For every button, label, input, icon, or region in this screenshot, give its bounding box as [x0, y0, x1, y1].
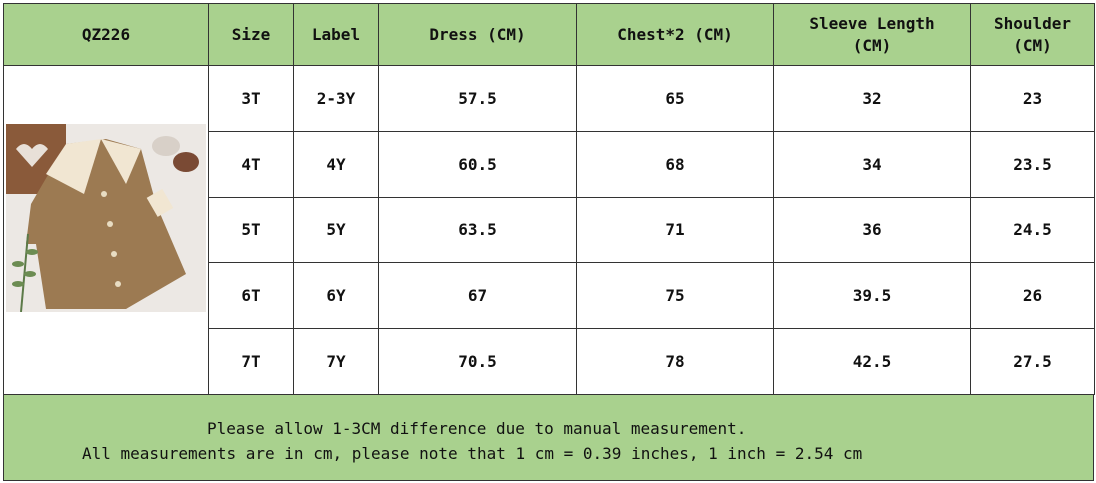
cell-text: 2-3Y	[316, 88, 356, 108]
cell-text: 5Y	[326, 220, 346, 239]
cell-text: 27.5	[1013, 351, 1052, 371]
cell-text: 7T	[241, 351, 261, 371]
cell-text: 4T	[241, 154, 261, 174]
table-cell: 32	[773, 65, 971, 132]
cell-text: Label	[311, 24, 361, 44]
cell-text: Dress (CM)	[429, 24, 526, 44]
cell-text: (CM)	[1013, 35, 1052, 55]
header-cell: Size	[208, 3, 294, 66]
table-cell: 23	[970, 65, 1095, 132]
cell-text: 6T	[241, 285, 261, 305]
cell-text: 60.5	[458, 154, 497, 174]
cell-text: 75	[665, 285, 685, 305]
cell-text: 71	[665, 220, 685, 239]
cell-text: 57.5	[458, 88, 497, 108]
cell-text: 67	[467, 285, 488, 305]
table-cell: 2-3Y	[293, 65, 379, 132]
table-cell: 34	[773, 131, 971, 198]
table-cell: 60.5	[378, 131, 577, 198]
table-cell: 68	[576, 131, 774, 198]
header-cell: Chest*2 (CM)	[576, 3, 774, 66]
table-cell: 4Y	[293, 131, 379, 198]
cell-text: 65	[665, 88, 685, 108]
table-cell: 24.5	[970, 197, 1095, 263]
header-cell: QZ226	[3, 3, 209, 66]
cell-text: 63.5	[458, 220, 497, 239]
table-cell: 5Y	[293, 197, 379, 263]
cell-text: Chest*2 (CM)	[617, 24, 733, 44]
cell-text: QZ226	[81, 24, 131, 44]
cell-text: 32	[862, 88, 882, 108]
header-cell: Dress (CM)	[378, 3, 577, 66]
cell-text: 23.5	[1013, 154, 1052, 174]
header-cell: Shoulder (CM)	[970, 3, 1095, 66]
cell-text: Shoulder	[993, 13, 1072, 33]
cell-text: 5T	[241, 220, 261, 239]
table-cell: 67	[378, 262, 577, 329]
header-cell: Label	[293, 3, 379, 66]
table-cell: 23.5	[970, 131, 1095, 198]
table-cell: 65	[576, 65, 774, 132]
table-cell: 5T	[208, 197, 294, 263]
cell-text: 70.5	[458, 351, 497, 371]
cell-text: 7Y	[326, 351, 346, 371]
cell-text: 78	[665, 351, 685, 371]
cell-text: 24.5	[1013, 220, 1052, 239]
table-cell: 63.5	[378, 197, 577, 263]
cell-text: 4Y	[326, 154, 346, 174]
cell-text: Sleeve Length	[809, 13, 935, 33]
cell-text: 36	[862, 220, 882, 239]
table-cell: 6Y	[293, 262, 379, 329]
table-cell: 4T	[208, 131, 294, 198]
cell-text: Size	[231, 24, 271, 44]
table-cell: 75	[576, 262, 774, 329]
table-cell: 78	[576, 328, 774, 395]
cell-text: (CM)	[852, 35, 892, 55]
table-cell: 36	[773, 197, 971, 263]
table-cell: 39.5	[773, 262, 971, 329]
cell-text: 68	[665, 154, 685, 174]
note-line: All measurements are in cm, please note …	[82, 444, 863, 463]
table-cell: 70.5	[378, 328, 577, 395]
header-cell: Sleeve Length (CM)	[773, 3, 971, 66]
note: Please allow 1-3CM difference due to man…	[3, 394, 1094, 481]
table-cell: 7Y	[293, 328, 379, 395]
table-cell: 3T	[208, 65, 294, 132]
cell-text: 42.5	[852, 351, 892, 371]
table-cell: 7T	[208, 328, 294, 395]
note-line: Please allow 1-3CM difference due to man…	[207, 419, 747, 438]
table-cell: 27.5	[970, 328, 1095, 395]
table-cell: 57.5	[378, 65, 577, 132]
cell-text: 39.5	[852, 285, 892, 305]
cell-text: 3T	[241, 88, 261, 108]
cell-text: 34	[862, 154, 882, 174]
product-photo	[6, 124, 206, 312]
table-cell: 42.5	[773, 328, 971, 395]
table-cell: 26	[970, 262, 1095, 329]
table-cell: 71	[576, 197, 774, 263]
table-cell: 6T	[208, 262, 294, 329]
cell-text: 26	[1022, 285, 1043, 305]
cell-text: 23	[1022, 88, 1043, 108]
cell-text: 6Y	[326, 285, 346, 305]
